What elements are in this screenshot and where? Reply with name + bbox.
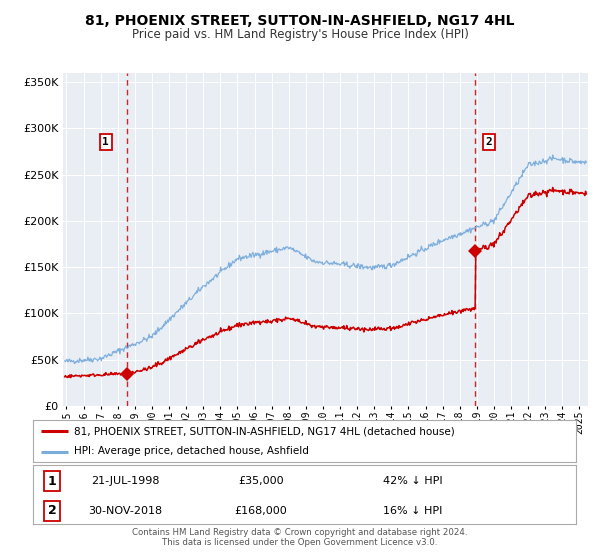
Text: This data is licensed under the Open Government Licence v3.0.: This data is licensed under the Open Gov… — [163, 538, 437, 547]
Text: 1: 1 — [47, 475, 56, 488]
Text: 30-NOV-2018: 30-NOV-2018 — [88, 506, 163, 516]
Text: 16% ↓ HPI: 16% ↓ HPI — [383, 506, 443, 516]
Text: 42% ↓ HPI: 42% ↓ HPI — [383, 476, 443, 486]
Text: 81, PHOENIX STREET, SUTTON-IN-ASHFIELD, NG17 4HL: 81, PHOENIX STREET, SUTTON-IN-ASHFIELD, … — [85, 14, 515, 28]
Text: HPI: Average price, detached house, Ashfield: HPI: Average price, detached house, Ashf… — [74, 446, 308, 456]
Text: 21-JUL-1998: 21-JUL-1998 — [91, 476, 160, 486]
Text: 2: 2 — [485, 137, 492, 147]
Text: Price paid vs. HM Land Registry's House Price Index (HPI): Price paid vs. HM Land Registry's House … — [131, 28, 469, 41]
Text: £168,000: £168,000 — [235, 506, 287, 516]
Text: 1: 1 — [103, 137, 109, 147]
Text: £35,000: £35,000 — [238, 476, 284, 486]
Text: 2: 2 — [47, 504, 56, 517]
Text: 81, PHOENIX STREET, SUTTON-IN-ASHFIELD, NG17 4HL (detached house): 81, PHOENIX STREET, SUTTON-IN-ASHFIELD, … — [74, 426, 454, 436]
Text: Contains HM Land Registry data © Crown copyright and database right 2024.: Contains HM Land Registry data © Crown c… — [132, 528, 468, 536]
